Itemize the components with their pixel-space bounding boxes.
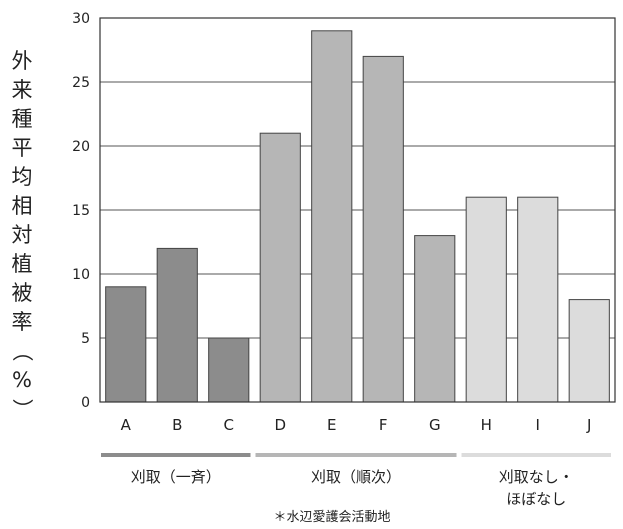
bars <box>105 30 610 403</box>
x-tick-label: C <box>224 416 234 434</box>
y-tick-label: 5 <box>81 331 90 347</box>
bar-i <box>517 196 559 403</box>
y-axis-label-char: % <box>12 368 32 392</box>
y-tick-label: 30 <box>72 11 90 27</box>
x-tick-label: J <box>586 416 591 434</box>
y-axis-label-char: 平 <box>12 136 33 160</box>
y-axis-label-char: 種 <box>12 107 33 131</box>
x-tick-label: H <box>481 416 492 434</box>
footnote: ＊水辺愛護会活動地 <box>273 509 390 525</box>
y-tick-label: 25 <box>72 75 90 91</box>
bar-f <box>362 55 404 403</box>
bar-g <box>414 235 456 403</box>
y-tick-label: 10 <box>72 267 90 283</box>
x-tick-label: D <box>274 416 286 434</box>
bar-a <box>105 286 147 403</box>
x-tick-label: B <box>172 416 182 434</box>
x-tick-label: I <box>536 416 540 434</box>
y-axis-label-char: 対 <box>12 223 33 247</box>
x-tick-label: G <box>429 416 441 434</box>
bar-e <box>311 30 353 403</box>
x-tick-label: E <box>327 416 336 434</box>
y-tick-label: 0 <box>81 395 90 411</box>
group-label: 刈取（順次） <box>311 468 401 486</box>
y-tick-label: 20 <box>72 139 90 155</box>
bar-j <box>568 299 610 403</box>
y-axis-label-char: 均 <box>12 165 33 189</box>
y-axis-label-char: 外 <box>12 49 33 73</box>
y-axis-label-char: ） <box>10 399 34 420</box>
y-tick-label: 15 <box>72 203 90 219</box>
plot-frame <box>99 17 616 403</box>
group-label: ほぼなし <box>506 490 566 508</box>
bar-d <box>259 132 301 403</box>
y-axis-label-char: （ <box>10 341 34 362</box>
y-axis-label-char: 率 <box>12 310 33 334</box>
bar-c <box>208 337 250 403</box>
group-label: 刈取なし・ <box>499 468 574 486</box>
x-ticks: A B C D E F G H I J <box>121 416 592 434</box>
x-tick-label: F <box>379 416 388 434</box>
bar-h <box>465 196 507 403</box>
group-label: 刈取（一斉） <box>131 468 221 486</box>
y-axis-label-char: 被 <box>12 281 33 305</box>
y-axis-label-char: 来 <box>12 78 33 102</box>
y-axis-label-char: 相 <box>12 194 33 218</box>
y-ticks: 0 5 10 15 20 25 30 <box>72 11 90 411</box>
y-axis-label-char: 植 <box>12 252 33 276</box>
x-tick-label: A <box>121 416 132 434</box>
group-labels: 刈取（一斉） 刈取（順次） 刈取なし・ほぼなし <box>101 453 611 508</box>
bar-b <box>156 247 198 403</box>
